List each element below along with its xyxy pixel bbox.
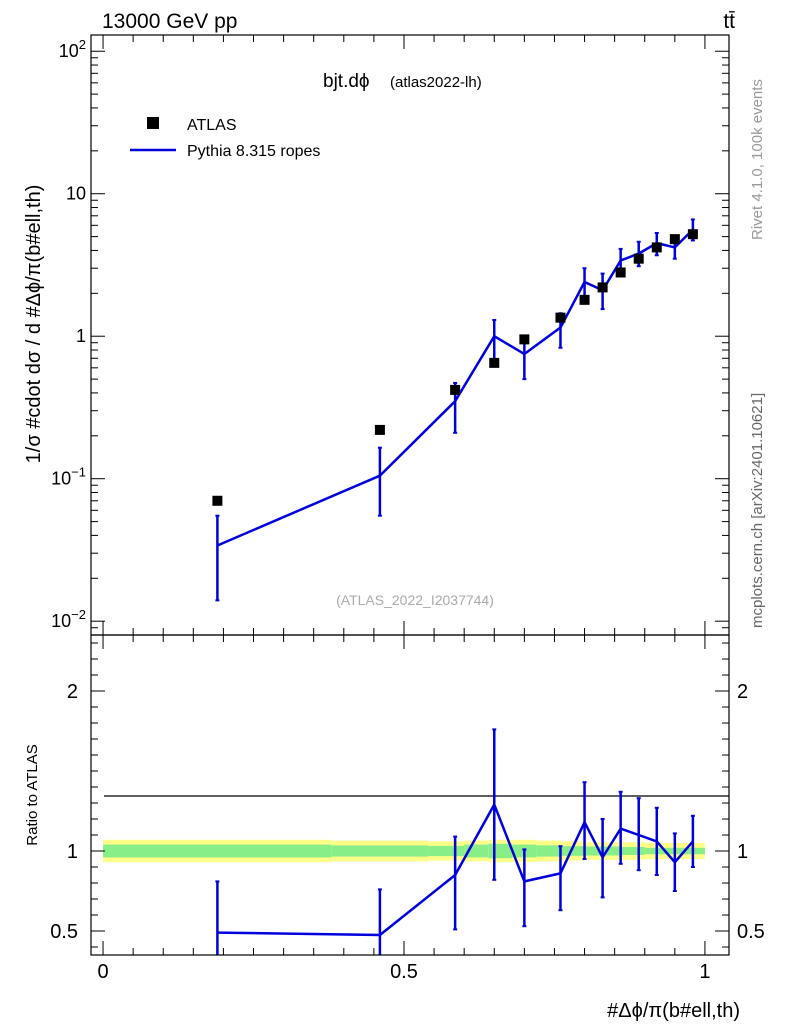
ratio-panel: 0.5 0.5 1 1 2 2 0 0.5 1 Ratio to ATLAS #Δϕ/π(b#e… [24,634,765,1022]
x-tick-label: 0.5 [390,961,418,983]
atlas-point [579,294,590,305]
legend: ATLAS Pythia 8.315 ropes [130,117,320,160]
main-y-axis-ticks [91,35,729,636]
y-tick-label: 10−1 [51,465,86,489]
atlas-point [597,282,608,293]
x-axis-title: #Δϕ/π(b#ell,th) [607,1000,740,1022]
ratio-y-tick-label-right: 2 [737,681,748,703]
ratio-tick-labels: 0.5 0.5 1 1 2 2 0 0.5 1 [50,681,765,983]
x-tick-label: 0 [97,961,108,983]
mcplots-label: mcplots.cern.ch [arXiv:2401.10621] [749,393,766,628]
atlas-point [212,495,223,506]
y-tick-label: 10−2 [51,607,86,631]
reference-uncertainty-band [103,839,705,863]
ratio-y-tick-label-left: 1 [67,841,78,863]
band-inner-segment [428,845,465,857]
atlas-series-main [212,229,698,506]
legend-atlas-label: ATLAS [187,117,237,134]
legend-atlas-marker [147,117,159,129]
band-inner-segment [536,845,561,857]
ratio-y-tick-label-left: 0.5 [50,921,78,943]
mc-series-ratio [215,728,695,955]
ratio-y-tick-label-right: 0.5 [737,921,765,943]
process-label: tt̄ [723,10,735,33]
ratio-axis-ticks [91,635,729,955]
main-y-axis-title: 1/σ #cdot dσ / d #Δϕ/π(b#ell,th) [23,185,45,464]
x-tick-label: 1 [699,961,710,983]
rivet-label: Rivet 4.1.0, 100k events [749,79,766,240]
atlas-point [687,229,698,240]
analysis-watermark: (ATLAS_2022_I2037744) [336,592,494,608]
band-inner-segment [103,844,332,858]
plot-title: bjt.dϕ [323,71,370,92]
atlas-point [519,334,530,345]
ratio-y-tick-label-right: 1 [737,841,748,863]
band-inner-segment [560,846,585,856]
atlas-point [669,234,680,245]
energy-label: 13000 GeV pp [102,10,237,33]
band-inner-segment [331,845,429,857]
y-tick-label: 102 [59,37,86,61]
atlas-point [633,253,644,264]
atlas-point [555,312,566,323]
band-inner-segment [488,843,513,859]
ratio-y-axis-title: Ratio to ATLAS [24,744,41,845]
ratio-y-tick-label-left: 2 [67,681,78,703]
main-y-tick-labels: 10−2 10−1 1 10 102 [51,37,86,631]
main-panel: 10−2 10−1 1 10 102 bjt.dϕ (atlas2022-lh) (AT… [23,34,730,636]
ratio-frame [90,634,730,956]
legend-mc-label: Pythia 8.315 ropes [187,143,320,160]
plot-title-tag: (atlas2022-lh) [390,74,482,91]
band-inner-segment [620,847,645,855]
atlas-point [374,424,385,435]
atlas-point [615,267,626,278]
atlas-point [651,242,662,253]
atlas-point [489,357,500,368]
atlas-point [450,384,461,395]
y-tick-label: 10 [66,184,86,204]
y-tick-label: 1 [76,326,86,346]
